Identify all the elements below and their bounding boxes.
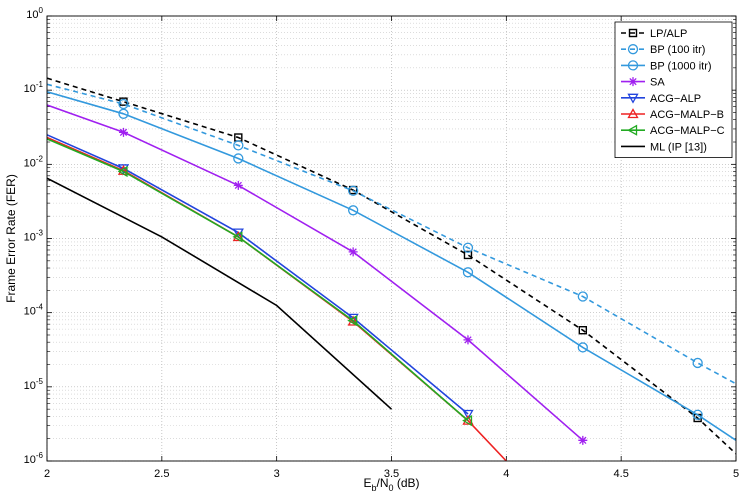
legend-label: ACG−ALP (650, 93, 701, 105)
grid (46, 15, 737, 462)
legend-label: SA (650, 77, 665, 89)
legend-marker (627, 60, 639, 71)
series-line (47, 138, 469, 422)
y-tick-label: 10-2 (24, 154, 44, 169)
data-point-marker (577, 291, 588, 302)
data-point-marker (118, 108, 129, 119)
data-point-marker (233, 153, 244, 164)
data-point-marker (347, 315, 359, 326)
legend-marker (628, 77, 638, 87)
y-tick-label: 10-6 (24, 451, 44, 466)
x-tick-label: 3.5 (384, 468, 399, 480)
legend-label: ACG−MALP−B (650, 109, 724, 121)
legend-entry: BP (100 itr) (621, 44, 705, 56)
legend-marker (628, 28, 638, 38)
legend: LP/ALP BP (100 itr) BP (1000 itr) SA ACG−ALP… (614, 21, 733, 159)
series-2 (47, 91, 736, 441)
legend-box (614, 21, 733, 159)
legend-marker (627, 124, 638, 136)
series-group (47, 77, 736, 461)
series-line (47, 77, 736, 455)
series-line (47, 104, 584, 441)
series-1 (47, 83, 736, 385)
legend-entry: LP/ALP (621, 28, 687, 40)
series-7 (47, 177, 393, 410)
series-6 (47, 138, 473, 427)
x-tick-label: 4 (503, 468, 509, 480)
legend-entry: SA (621, 77, 665, 89)
legend-entry: ACG−MALP−C (621, 124, 725, 137)
data-point-marker (348, 247, 358, 257)
data-point-marker (577, 342, 588, 353)
legend-label: LP/ALP (650, 28, 687, 40)
y-tick-label: 10-1 (24, 80, 44, 95)
legend-label: ACG−MALP−C (650, 125, 725, 137)
legend-marker (627, 108, 639, 119)
data-point-marker (692, 409, 703, 420)
legend-label: ML (IP [13]) (650, 141, 707, 153)
data-point-marker (117, 165, 128, 178)
data-point-marker (462, 415, 473, 427)
data-point-marker (462, 414, 474, 425)
legend-marker (627, 93, 639, 104)
data-point-marker (347, 205, 359, 216)
data-point-marker (692, 357, 703, 369)
legend-marker (627, 44, 639, 55)
data-point-marker (233, 140, 244, 151)
series-line (47, 177, 393, 410)
series-3 (47, 104, 588, 445)
x-tick-label: 5 (733, 468, 739, 480)
x-tick-label: 4.5 (614, 468, 629, 480)
data-point-marker (118, 98, 129, 110)
legend-entry: BP (1000 itr) (621, 60, 712, 72)
data-point-marker (462, 242, 474, 253)
y-tick-label: 10-3 (24, 229, 44, 244)
data-point-marker (463, 250, 473, 260)
data-point-marker (118, 127, 128, 137)
axes-frame (46, 15, 737, 462)
y-tick-label: 10-5 (24, 377, 44, 392)
data-point-marker (463, 335, 473, 345)
legend-entry: ML (IP [13]) (621, 141, 707, 153)
legend-entry: ACG−MALP−B (621, 108, 724, 121)
x-axis-label: Eb/N0 (dB) (363, 476, 419, 493)
data-point-marker (462, 409, 474, 420)
data-point-marker (347, 185, 359, 196)
series-line (47, 83, 736, 385)
x-tick-label: 2.5 (154, 468, 169, 480)
y-axis-label: Frame Error Rate (FER) (4, 174, 18, 303)
x-tick-label: 3 (274, 468, 280, 480)
legend-entry: ACG−ALP (621, 93, 701, 105)
series-line (47, 91, 736, 441)
y-tick-label: 10-4 (24, 303, 44, 318)
y-tick-label: 100 (26, 6, 43, 21)
x-tick-label: 2 (44, 468, 50, 480)
data-point-marker (347, 315, 358, 327)
data-point-marker (233, 180, 243, 190)
data-point-marker (578, 326, 588, 335)
legend-label: BP (100 itr) (650, 44, 705, 56)
legend-label: BP (1000 itr) (650, 60, 712, 72)
data-point-marker (462, 267, 474, 278)
data-point-marker (578, 435, 588, 445)
data-point-marker (232, 231, 243, 243)
